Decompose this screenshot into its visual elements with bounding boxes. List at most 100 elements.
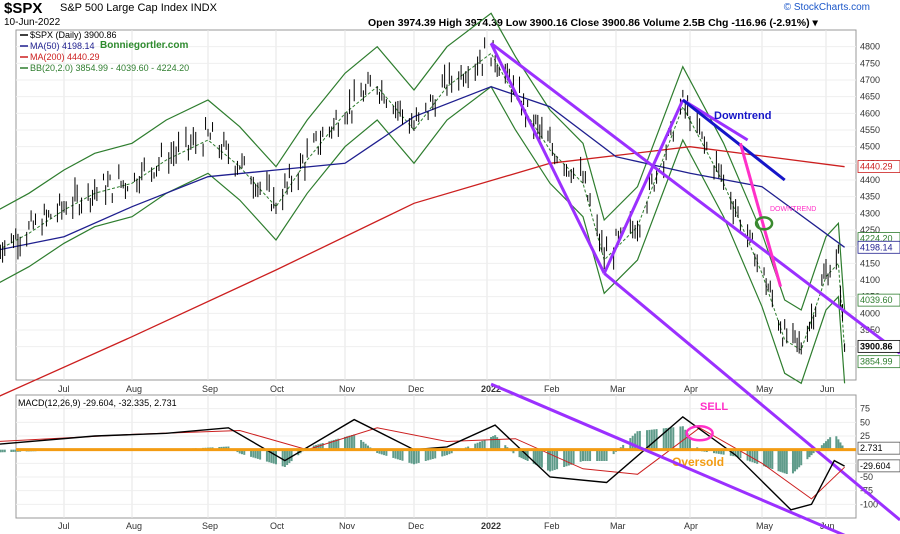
price-x-tick-label: Mar — [610, 384, 626, 394]
bollinger-upper-line — [0, 12, 846, 311]
macd-histogram-bar — [536, 449, 539, 466]
price-tag-box — [857, 160, 900, 173]
macd-histogram-bar — [777, 449, 780, 472]
macd-histogram-bar — [243, 449, 246, 455]
price-legend-item: MA(200) 4440.29 — [30, 52, 100, 62]
macd-histogram-bar — [563, 449, 566, 467]
bollinger-lower-line — [0, 85, 846, 385]
macd-histogram-bar — [662, 428, 665, 450]
price-y-tick-label: 4250 — [860, 225, 880, 235]
macd-histogram-bar — [3, 449, 6, 453]
price-x-tick-label: Feb — [544, 384, 560, 394]
macd-histogram-bar — [820, 445, 823, 450]
price-tag-box — [857, 339, 900, 353]
symbol-title: $SPX — [4, 0, 43, 17]
price-tag-label: 4440.29 — [860, 162, 893, 172]
macd-histogram-bar — [413, 449, 415, 465]
macd-histogram-bar — [317, 444, 320, 450]
price-y-tick-label: 4500 — [860, 142, 880, 152]
price-x-tick-label: Dec — [408, 384, 425, 394]
macd-histogram-bar — [729, 449, 732, 456]
price-legend-item: BB(20,2.0) 3854.99 - 4039.60 - 4224.20 — [30, 63, 189, 73]
macd-histogram-bar — [467, 446, 470, 450]
macd-histogram-bar — [481, 440, 484, 450]
macd-histogram-bar — [636, 431, 639, 450]
macd-histogram-bar — [605, 449, 608, 461]
macd-x-tick-label: Apr — [684, 521, 698, 531]
macd-histogram-bar — [259, 449, 262, 460]
ma50-line — [0, 86, 845, 251]
macd-histogram-bar — [335, 439, 338, 450]
macd-histogram-bar — [579, 449, 582, 462]
macd-histogram-bar — [252, 449, 255, 458]
macd-histogram-bar — [401, 449, 404, 461]
macd-histogram-bar — [781, 449, 784, 473]
macd-y-tick-label: -50 — [860, 472, 873, 482]
macd-histogram-bar — [765, 449, 768, 467]
macd-histogram-bar — [612, 449, 615, 455]
macd-histogram-bar — [286, 449, 289, 466]
macd-histogram-bar — [288, 449, 291, 464]
channel-upper-line — [490, 42, 900, 355]
chart-header: $SPX S&P 500 Large Cap Index INDX 10-Jun… — [0, 0, 900, 30]
oversold-label: Oversold — [672, 455, 724, 469]
macd-x-tick-label: Oct — [270, 521, 285, 531]
macd-histogram-bar — [474, 443, 477, 450]
macd-y-tick-label: 25 — [860, 431, 870, 441]
macd-histogram-bar — [551, 449, 554, 471]
macd-tag-label: 2.731 — [860, 443, 883, 453]
price-y-tick-label: 4400 — [860, 175, 880, 185]
macd-histogram-bar — [653, 429, 656, 450]
macd-x-tick-label: Jun — [820, 521, 835, 531]
price-circle-marker — [754, 216, 774, 231]
macd-histogram-bar — [520, 449, 523, 459]
price-x-tick-label: 2022 — [481, 384, 501, 394]
price-y-tick-label: 4350 — [860, 192, 880, 202]
price-x-tick-label: Jul — [58, 384, 70, 394]
price-tag-label: 3900.86 — [860, 341, 893, 351]
macd-histogram-bar — [408, 449, 411, 463]
macd-tag-box — [857, 441, 900, 455]
macd-histogram-bar — [538, 449, 541, 467]
macd-x-tick-label: Aug — [126, 521, 142, 531]
macd-histogram-bar — [496, 437, 499, 450]
macd-histogram-bar — [734, 449, 737, 457]
price-tag-label: 3854.99 — [860, 357, 893, 367]
macd-histogram-bar — [763, 449, 766, 467]
macd-histogram-bar — [584, 449, 587, 462]
macd-legend-title: MACD(12,26,9) -29.604, -32.335, 2.731 — [18, 398, 177, 408]
macd-histogram-bar — [256, 449, 259, 459]
macd-histogram-bar — [689, 436, 691, 450]
price-x-tick-label: Nov — [339, 384, 356, 394]
macd-histogram-bar — [362, 441, 365, 450]
macd-histogram-bar — [270, 449, 273, 463]
price-panel-frame — [15, 29, 857, 381]
price-y-tick-label: 4300 — [860, 208, 880, 218]
price-x-tick-label: May — [756, 384, 774, 394]
price-tag-label: 4039.60 — [860, 295, 893, 305]
macd-histogram-bar — [319, 443, 322, 450]
macd-histogram-bar — [344, 436, 346, 450]
macd-histogram-bar — [796, 449, 799, 470]
price-y-tick-label: 4100 — [860, 275, 880, 285]
macd-histogram-bar — [272, 449, 275, 464]
price-legend-item: $SPX (Daily) 3900.86 — [30, 30, 117, 40]
macd-histogram-bar — [565, 449, 568, 467]
macd-histogram-bar — [250, 449, 253, 457]
macd-histogram-bar — [684, 429, 687, 450]
macd-histogram-bar — [603, 449, 606, 461]
macd-histogram-bar — [779, 449, 782, 472]
macd-histogram-bar — [839, 442, 842, 450]
macd-histogram-bar — [492, 436, 495, 450]
macd-histogram-bar — [12, 449, 15, 452]
macd-histogram-bar — [424, 449, 427, 461]
macd-histogram-bar — [490, 437, 493, 450]
price-y-tick-label: 4600 — [860, 108, 880, 118]
macd-histogram-bar — [634, 433, 637, 450]
macd-histogram-bar — [767, 449, 770, 468]
macd-histogram-bar — [756, 449, 759, 464]
macd-histogram-bar — [346, 436, 349, 450]
macd-histogram-bar — [431, 449, 434, 460]
macd-tag-label: -29.604 — [860, 461, 891, 471]
